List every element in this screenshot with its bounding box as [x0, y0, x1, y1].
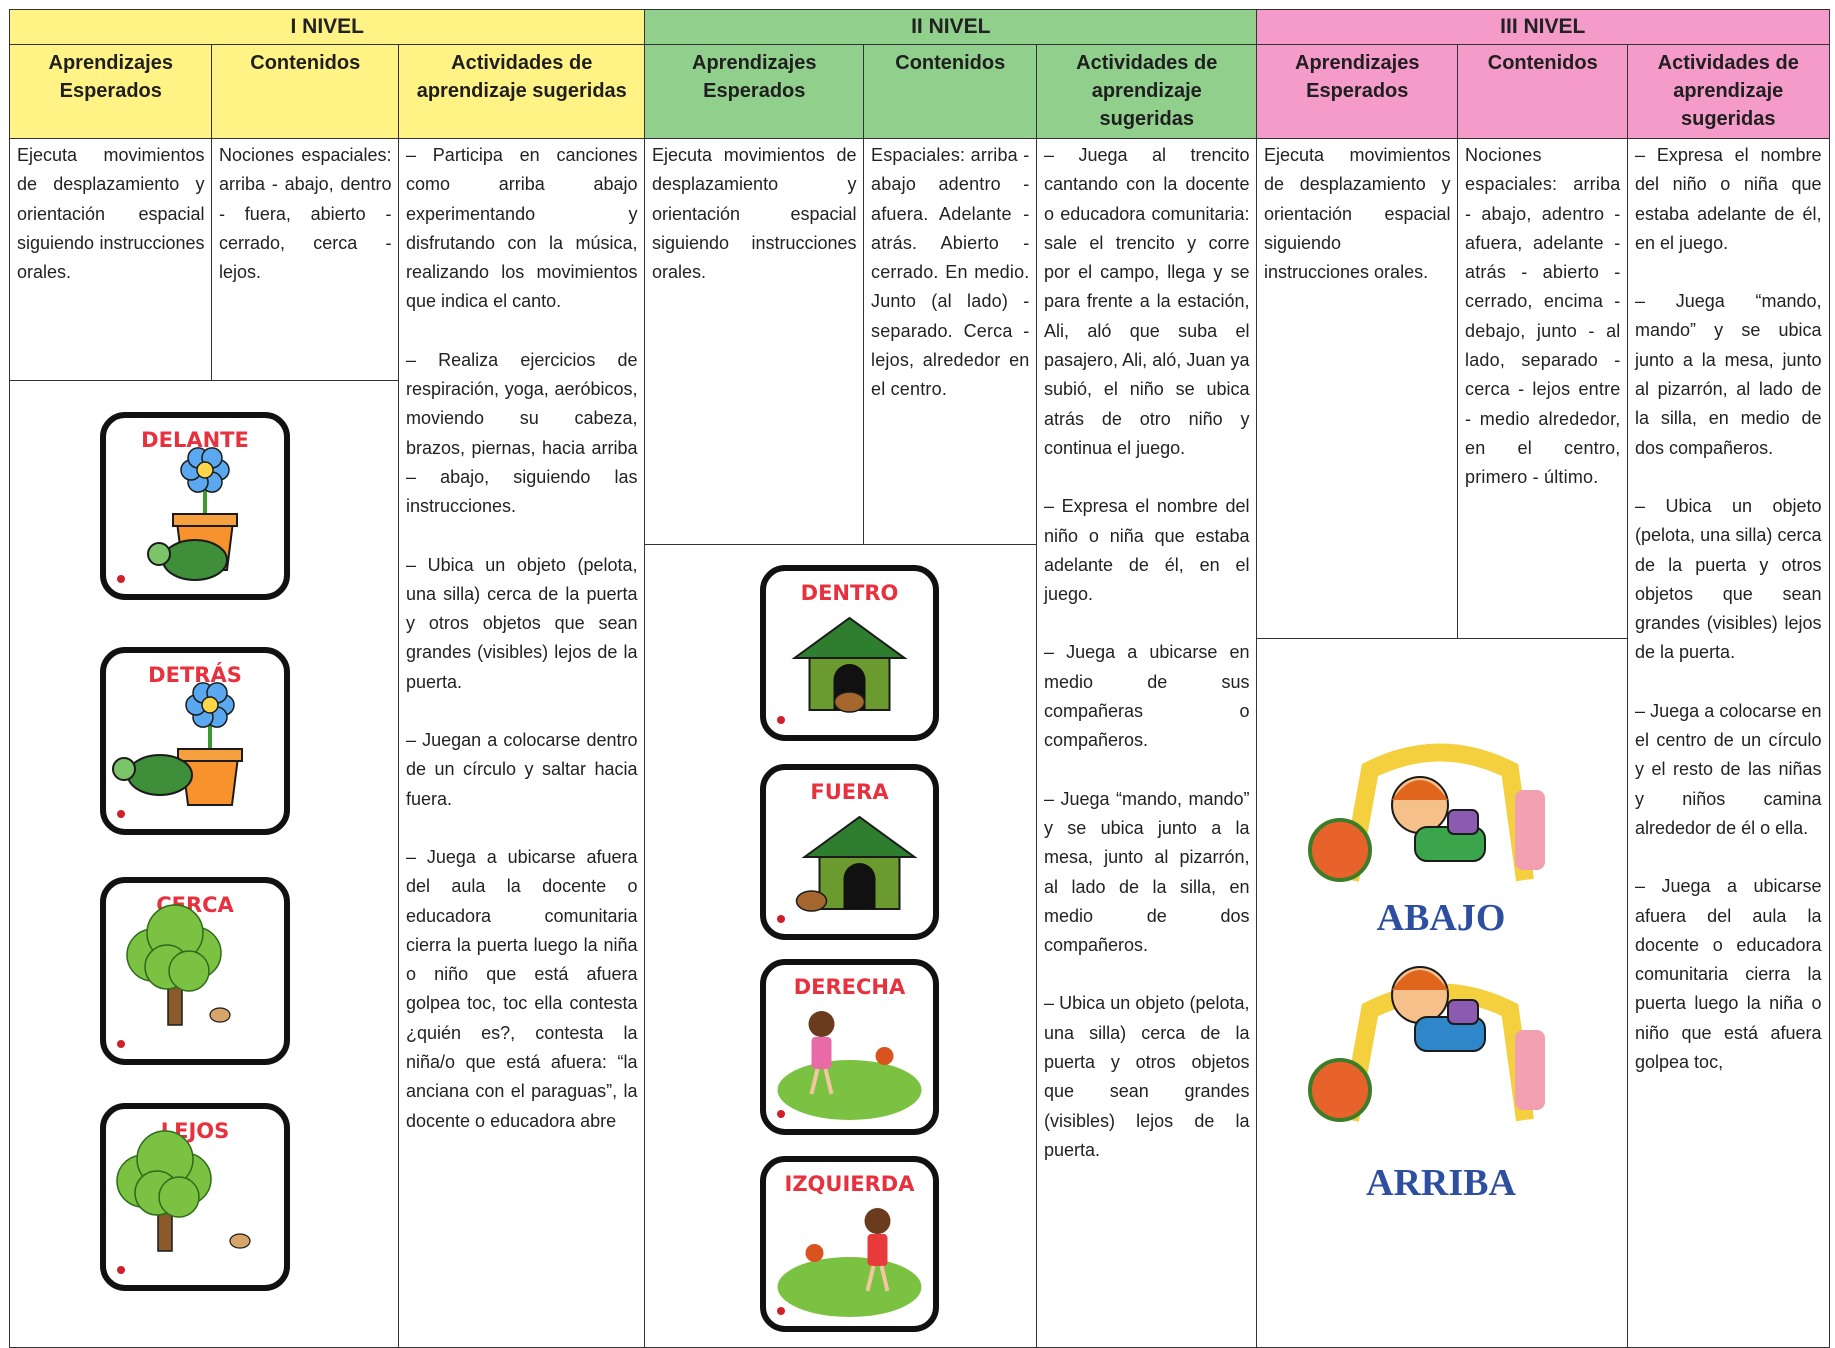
paragraph: – Expresa el nombre del niño o niña que … [1635, 145, 1822, 253]
paragraph: – Ubica un objeto (pelota, una silla) ce… [1044, 993, 1250, 1160]
door [843, 863, 876, 909]
ladybug [117, 1040, 125, 1048]
paragraph: – Ubica un objeto (pelota, una silla) ce… [406, 554, 638, 692]
paragraph: – Ubica un objeto (pelota, una silla) ce… [1635, 495, 1822, 663]
kid-leg [879, 1265, 890, 1292]
kid-leg [865, 1265, 876, 1292]
contents: Nociones espaciales: arriba - abajo, ade… [1457, 138, 1629, 640]
paragraph: – Realiza ejercicios de respiración, yog… [406, 349, 638, 517]
paragraph: – Juega “mando, mando” y se ubica junto … [1044, 788, 1250, 956]
paragraph: – Participa en canciones como arriba aba… [406, 145, 638, 312]
chair-back [1515, 790, 1545, 870]
kid-body [867, 1234, 888, 1266]
toy [1447, 809, 1479, 835]
ball [1308, 818, 1372, 882]
card-label: FUERA [810, 780, 889, 804]
kid-head [808, 1011, 835, 1037]
ladybug [117, 575, 125, 583]
card-label: DENTRO [801, 581, 899, 605]
child-hair [1392, 780, 1448, 800]
dog [229, 1233, 251, 1249]
ball [1308, 1058, 1372, 1122]
picture-label: ARRIBA [1366, 1162, 1516, 1204]
column-header: Aprendizajes Esperados [9, 44, 213, 140]
grass [777, 1257, 922, 1317]
contents: Nociones espaciales: arriba - abajo, den… [211, 138, 400, 382]
ladybug [777, 1307, 785, 1315]
column-header: Aprendizajes Esperados [644, 44, 865, 140]
foliage [158, 1176, 200, 1218]
paragraph: – Juega a ubicarse afuera del aula la do… [1635, 876, 1822, 1073]
column-header: Contenidos [1457, 44, 1629, 140]
paragraph: – Juegan a colocarse dentro de un círcul… [406, 730, 638, 809]
stem [203, 485, 207, 525]
level-title: III NIVEL [1256, 9, 1830, 46]
foliage [168, 950, 210, 992]
ladybug [777, 1110, 785, 1118]
turtle-shell [127, 754, 193, 796]
column-header: Actividades de aprendizaje sugeridas [398, 44, 646, 140]
paragraph: – Juega a colocarse en el centro de un c… [1635, 700, 1822, 838]
card-label: DERECHA [794, 975, 906, 999]
activities: – Expresa el nombre del niño o niña que … [1627, 138, 1830, 1348]
turtle-head [147, 542, 171, 566]
chair-frame [1341, 743, 1534, 882]
dog [833, 691, 866, 713]
column-header: Actividades de aprendizaje sugeridas [1036, 44, 1258, 140]
paragraph: – Juega “mando, mando” y se ubica junto … [1635, 291, 1822, 458]
dog [795, 890, 828, 912]
expected-learning: Ejecuta movimientos de desplazamiento y … [644, 138, 865, 546]
expected-learning: Ejecuta movimientos de desplazamiento y … [9, 138, 213, 382]
activities: – Juega al trencito cantando con la doce… [1036, 138, 1258, 1348]
activities: – Participa en canciones como arriba aba… [398, 138, 646, 1348]
ladybug [117, 1266, 125, 1274]
column-header: Contenidos [863, 44, 1038, 140]
flower-center [196, 461, 214, 479]
ladybug [777, 716, 785, 724]
picture-label: ABAJO [1377, 897, 1506, 939]
kid-leg [809, 1068, 820, 1095]
dog [209, 1007, 231, 1023]
stem [208, 720, 212, 760]
paragraph: – Juega a ubicarse en medio de sus compa… [1044, 642, 1250, 751]
kid-leg [823, 1068, 834, 1095]
chair-back [1515, 1030, 1545, 1110]
ladybug [777, 915, 785, 923]
toy [1447, 999, 1479, 1025]
pot-rim [177, 748, 243, 762]
contents: Espaciales: arriba - abajo adentro - afu… [863, 138, 1038, 546]
card-label: IZQUIERDA [785, 1172, 916, 1196]
grass [777, 1060, 922, 1120]
card-label: DETRÁS [148, 662, 242, 687]
kid-head [864, 1208, 891, 1234]
expected-learning: Ejecuta movimientos de desplazamiento y … [1256, 138, 1459, 640]
paragraph: – Expresa el nombre del niño o niña que … [1044, 496, 1250, 605]
turtle-shell [162, 539, 228, 581]
kid-body [811, 1037, 832, 1069]
paragraph: – Juega a ubicarse afuera del aula la do… [406, 846, 638, 1131]
flower-center [201, 696, 219, 714]
level-title: I NIVEL [9, 9, 646, 46]
turtle-head [112, 757, 136, 781]
rooster [805, 1244, 824, 1262]
rooster [875, 1047, 894, 1065]
ladybug [117, 810, 125, 818]
paragraph: – Juega al trencito cantando con la doce… [1044, 145, 1250, 458]
child-hair [1392, 970, 1448, 990]
pot-rim [172, 513, 238, 527]
